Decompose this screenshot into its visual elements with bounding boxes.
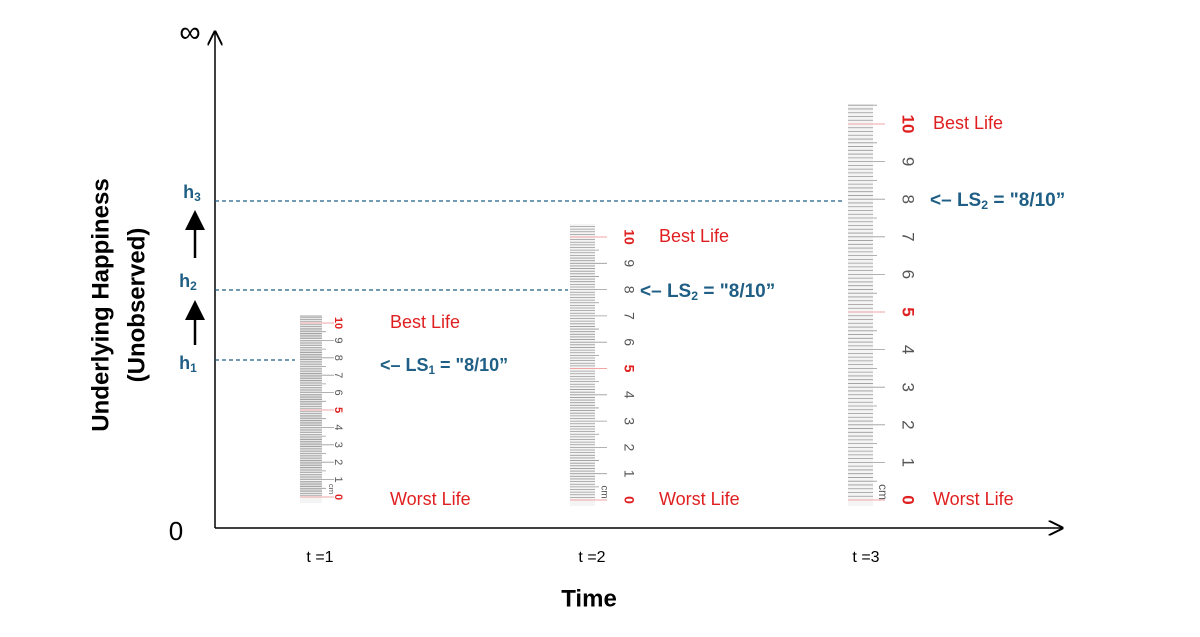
ruler-number: 5	[332, 407, 344, 413]
ruler-number: 4	[621, 391, 637, 399]
ls-prefix: <– LS	[380, 355, 429, 375]
ruler-number: 10	[621, 229, 637, 245]
ruler-number: 7	[899, 232, 918, 241]
ruler-number: 5	[899, 307, 918, 316]
ls-suffix: = "8/10”	[988, 190, 1065, 211]
level-base: h	[179, 353, 190, 373]
ruler-number: 2	[899, 420, 918, 429]
ruler-number: 6	[332, 390, 344, 396]
level-sub: 2	[190, 279, 197, 293]
ruler-number: 3	[899, 382, 918, 391]
worst-life: Worst Life	[659, 489, 740, 509]
ruler-number: 7	[621, 312, 637, 320]
ruler-number: 2	[332, 459, 344, 465]
ruler-number: 1	[332, 477, 344, 483]
ruler-number: 5	[621, 365, 637, 373]
level-base: h	[183, 182, 194, 202]
x-label: Time	[561, 585, 617, 612]
worst-life: Worst Life	[390, 489, 471, 509]
y-top: ∞	[179, 16, 200, 49]
level-label: h1	[179, 353, 197, 375]
ruler-number: 7	[332, 372, 344, 378]
best-life: Best Life	[659, 226, 729, 246]
x-tick: t =2	[578, 549, 605, 566]
ls-suffix: = "8/10”	[435, 355, 508, 375]
ls-prefix: <– LS	[930, 190, 981, 211]
ruler-number: 9	[332, 337, 344, 343]
level-label: h2	[179, 271, 197, 293]
ruler-unit: cm	[876, 484, 890, 500]
ruler-number: 0	[332, 494, 344, 500]
ls-annotation: <– LS1 = "8/10”	[380, 355, 508, 377]
ruler-number: 0	[621, 496, 637, 504]
ruler-number: 4	[899, 345, 918, 354]
ls-prefix: <– LS	[640, 281, 691, 302]
best-life: Best Life	[933, 113, 1003, 133]
best-life: Best Life	[390, 312, 460, 332]
ruler-number: 10	[332, 317, 344, 329]
ruler-number: 9	[899, 157, 918, 166]
ruler-number: 0	[899, 495, 918, 504]
level-sub: 3	[194, 190, 201, 204]
ls-sub: 1	[429, 364, 436, 377]
ruler-number: 8	[332, 355, 344, 361]
x-tick: t =1	[306, 549, 333, 566]
ls-suffix: = "8/10”	[698, 281, 775, 302]
ls-annotation: <– LS2 = "8/10”	[640, 281, 775, 303]
x-tick: t =3	[852, 549, 879, 566]
ruler-unit: cm	[327, 484, 336, 494]
ruler-number: 10	[899, 115, 918, 134]
y-bottom: 0	[169, 516, 183, 546]
worst-life: Worst Life	[933, 489, 1014, 509]
y-label: Underlying Happiness	[87, 178, 114, 431]
ruler-number: 1	[899, 458, 918, 467]
level-base: h	[179, 271, 190, 291]
ruler-number: 4	[332, 424, 344, 430]
ruler-number: 2	[621, 444, 637, 452]
level-label: h3	[183, 182, 201, 204]
ls-sub: 2	[981, 198, 988, 212]
ruler-number: 9	[621, 259, 637, 267]
ruler-number: 6	[899, 270, 918, 279]
ls-sub: 2	[691, 289, 698, 303]
y-label: (Unobserved)	[123, 228, 150, 383]
ruler-number: 8	[621, 286, 637, 294]
ruler-number: 3	[332, 442, 344, 448]
level-sub: 1	[190, 361, 197, 375]
ruler	[300, 315, 322, 503]
ruler-unit: cm	[598, 485, 609, 498]
ruler-number: 3	[621, 417, 637, 425]
ruler-number: 1	[621, 470, 637, 478]
ls-annotation: <– LS2 = "8/10”	[930, 190, 1065, 212]
ruler-number: 8	[899, 194, 918, 203]
ruler-number: 6	[621, 338, 637, 346]
ruler	[848, 104, 873, 506]
